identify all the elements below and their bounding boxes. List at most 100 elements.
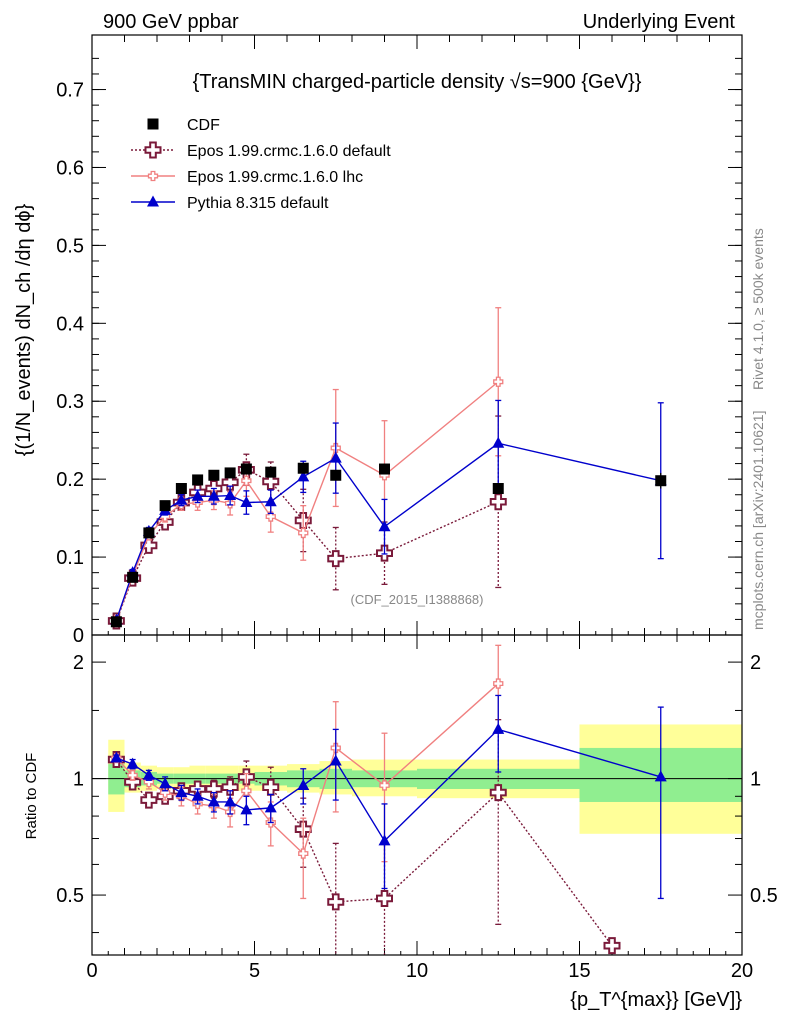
marker-small-cross xyxy=(379,780,390,791)
marker-square xyxy=(224,467,236,479)
chart-title: {TransMIN charged-particle density √s=90… xyxy=(193,71,642,93)
marker-open-cross xyxy=(144,141,162,159)
marker-open-cross xyxy=(205,780,223,798)
marker-triangle xyxy=(297,778,310,790)
marker-square xyxy=(127,571,139,583)
marker-square xyxy=(208,469,220,481)
ratio-y-axis-title: Ratio to CDF xyxy=(23,753,40,840)
marker-open-cross xyxy=(489,784,507,802)
marker-small-cross xyxy=(241,475,252,486)
marker-open-cross xyxy=(140,791,158,809)
marker-open-cross xyxy=(327,550,345,568)
marker-triangle xyxy=(378,520,391,532)
marker-square xyxy=(192,474,204,486)
ratio-y-tick-label: 2 xyxy=(73,652,84,674)
header-right: Underlying Event xyxy=(583,11,736,33)
ratio-bands xyxy=(108,724,742,834)
marker-square xyxy=(240,463,252,475)
marker-square xyxy=(265,466,277,478)
marker-triangle xyxy=(492,722,505,734)
marker-triangle xyxy=(329,754,342,766)
y-tick-label: 0.6 xyxy=(56,157,84,179)
marker-triangle xyxy=(654,770,667,782)
marker-open-cross xyxy=(327,893,345,911)
marker-small-cross xyxy=(298,527,309,539)
marker-triangle xyxy=(492,436,505,448)
y-tick-label: 0.4 xyxy=(56,313,84,335)
marker-triangle xyxy=(142,768,155,780)
marker-square xyxy=(159,500,171,512)
series-pythia-8-315-default xyxy=(110,694,667,900)
y-tick-label: 0.3 xyxy=(56,391,84,413)
marker-open-cross xyxy=(221,778,239,796)
marker-square xyxy=(297,462,309,474)
y-tick-label: 0.7 xyxy=(56,80,84,102)
x-tick-label: 5 xyxy=(249,960,260,982)
x-tick-label: 15 xyxy=(568,960,590,982)
legend-label: Epos 1.99.crmc.1.6.0 default xyxy=(187,143,391,160)
marker-small-cross xyxy=(298,848,309,859)
marker-open-cross xyxy=(221,473,239,491)
marker-square xyxy=(379,463,390,475)
marker-square xyxy=(175,483,187,495)
marker-triangle xyxy=(159,777,172,789)
marker-open-cross xyxy=(124,773,142,791)
header-left: 900 GeV ppbar xyxy=(103,11,239,33)
y-tick-label: 0.2 xyxy=(56,469,84,491)
marker-triangle xyxy=(240,803,253,815)
x-axis-title: {p_T^{max}} [GeV]} xyxy=(570,989,742,1011)
ratio-y-tick-label-right: 2 xyxy=(750,652,761,674)
marker-square xyxy=(655,475,667,487)
marker-triangle xyxy=(207,489,220,501)
marker-square xyxy=(143,527,155,539)
marker-triangle xyxy=(191,789,204,801)
marker-square xyxy=(492,483,504,495)
marker-triangle xyxy=(224,489,237,501)
marker-triangle xyxy=(240,496,253,508)
marker-open-cross xyxy=(140,536,158,554)
marker-small-cross xyxy=(147,170,159,182)
ratio-y-tick-label-right: 0.5 xyxy=(750,885,778,907)
legend-label: Epos 1.99.crmc.1.6.0 lhc xyxy=(187,169,363,186)
marker-triangle xyxy=(264,495,277,507)
marker-triangle xyxy=(110,751,123,763)
y-axis-title: {(1/N_events) dN_ch /dη dϕ} xyxy=(13,203,35,456)
y-tick-label: 0.1 xyxy=(56,547,84,569)
marker-triangle xyxy=(378,834,391,846)
marker-small-cross xyxy=(493,376,504,387)
legend-label: CDF xyxy=(187,117,220,134)
marker-open-cross xyxy=(376,889,393,907)
ratio-y-tick-label: 1 xyxy=(73,769,84,791)
marker-square xyxy=(330,469,342,481)
ratio-frame xyxy=(91,634,743,956)
ratio-y-tick-label: 0.5 xyxy=(56,885,84,907)
marker-triangle xyxy=(175,493,188,505)
band-inner xyxy=(108,764,125,795)
mcplots-label: mcplots.cern.ch [arXiv:2401.10621] xyxy=(750,411,766,630)
y-tick-label: 0.5 xyxy=(56,235,84,257)
y-tick-label: 0 xyxy=(73,625,84,647)
x-tick-label: 20 xyxy=(731,960,753,982)
marker-square xyxy=(147,118,159,130)
marker-small-cross xyxy=(127,770,138,781)
marker-open-cross xyxy=(489,493,507,511)
x-tick-label: 10 xyxy=(406,960,428,982)
series-cdf xyxy=(110,462,667,628)
marker-square xyxy=(110,616,122,628)
marker-triangle xyxy=(297,470,310,482)
marker-triangle xyxy=(126,757,139,769)
marker-open-cross xyxy=(603,937,621,955)
marker-triangle xyxy=(207,795,220,807)
x-tick-label: 0 xyxy=(86,960,97,982)
watermark: (CDF_2015_I1388868) xyxy=(351,592,484,607)
marker-triangle xyxy=(191,489,204,501)
marker-small-cross xyxy=(493,678,504,689)
legend-label: Pythia 8.315 default xyxy=(187,195,329,212)
ratio-y-tick-label-right: 1 xyxy=(750,769,761,791)
marker-open-cross xyxy=(262,472,280,490)
marker-triangle xyxy=(264,801,277,813)
marker-small-cross xyxy=(241,785,252,796)
marker-triangle xyxy=(329,451,342,463)
marker-triangle xyxy=(147,195,159,207)
